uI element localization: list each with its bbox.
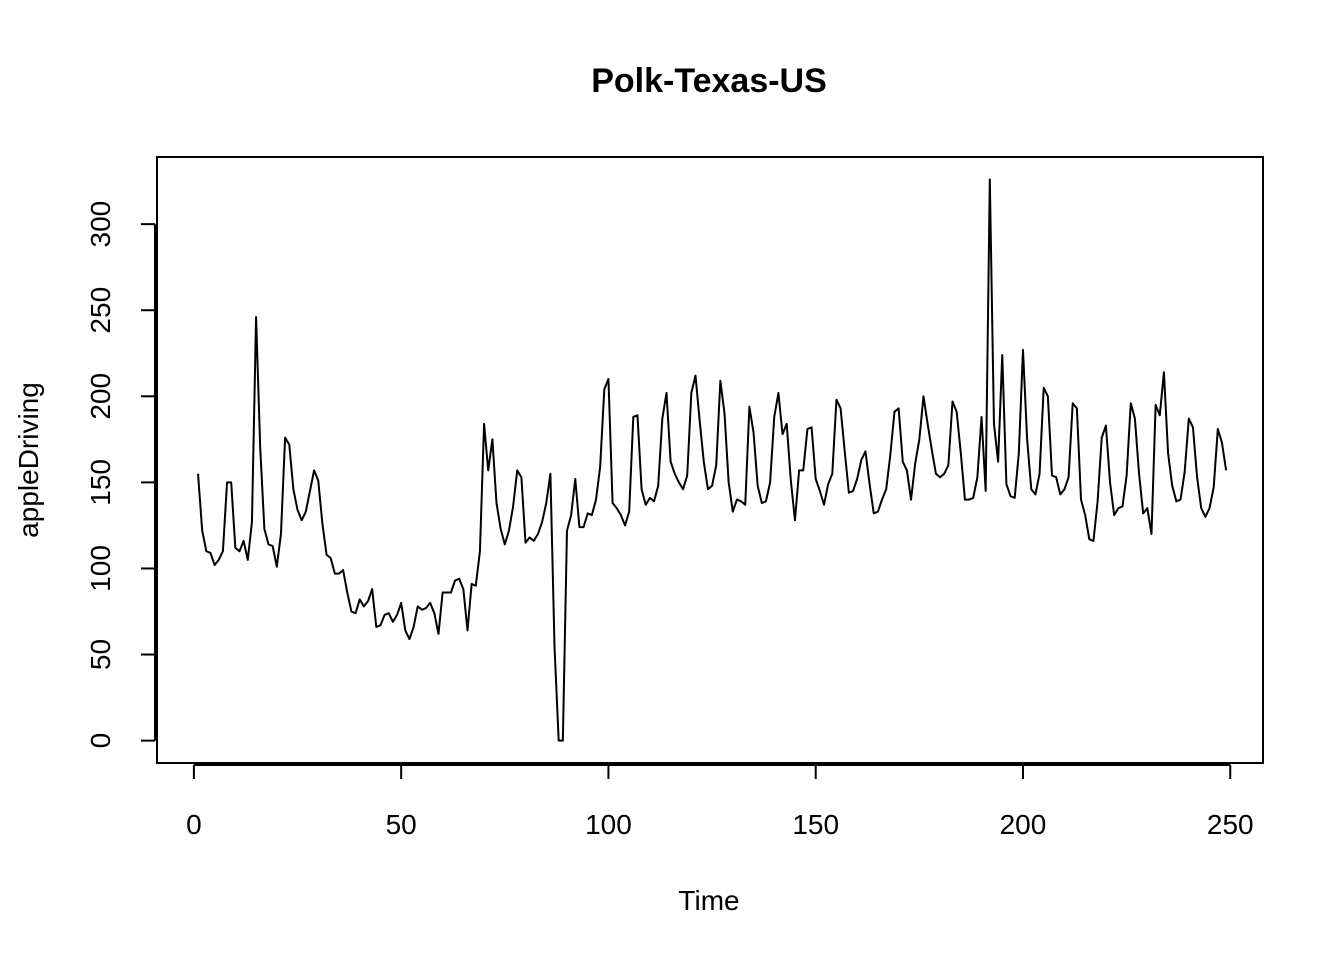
- x-tick-label: 250: [1207, 809, 1254, 840]
- x-tick-label: 0: [186, 809, 202, 840]
- y-axis-label: appleDriving: [13, 382, 44, 538]
- x-tick-label: 100: [585, 809, 632, 840]
- x-tick-label: 150: [792, 809, 839, 840]
- series-line: [197, 178, 1228, 742]
- x-axis: 0 50 100 150 200 250: [186, 764, 1254, 840]
- y-tick-label: 0: [85, 733, 116, 749]
- x-tick-label: 200: [1000, 809, 1047, 840]
- x-axis-label: Time: [678, 885, 739, 916]
- y-tick-label: 250: [85, 287, 116, 334]
- y-tick-label: 200: [85, 373, 116, 420]
- chart-title: Polk-Texas-US: [591, 62, 827, 100]
- y-tick-label: 150: [85, 459, 116, 506]
- y-tick-label: 300: [85, 201, 116, 248]
- x-tick-label: 50: [386, 809, 417, 840]
- plot-frame: [156, 156, 1264, 764]
- y-tick-label: 50: [85, 639, 116, 670]
- y-axis: 0 50 100 150 200 250 300: [85, 201, 156, 749]
- y-tick-label: 100: [85, 545, 116, 592]
